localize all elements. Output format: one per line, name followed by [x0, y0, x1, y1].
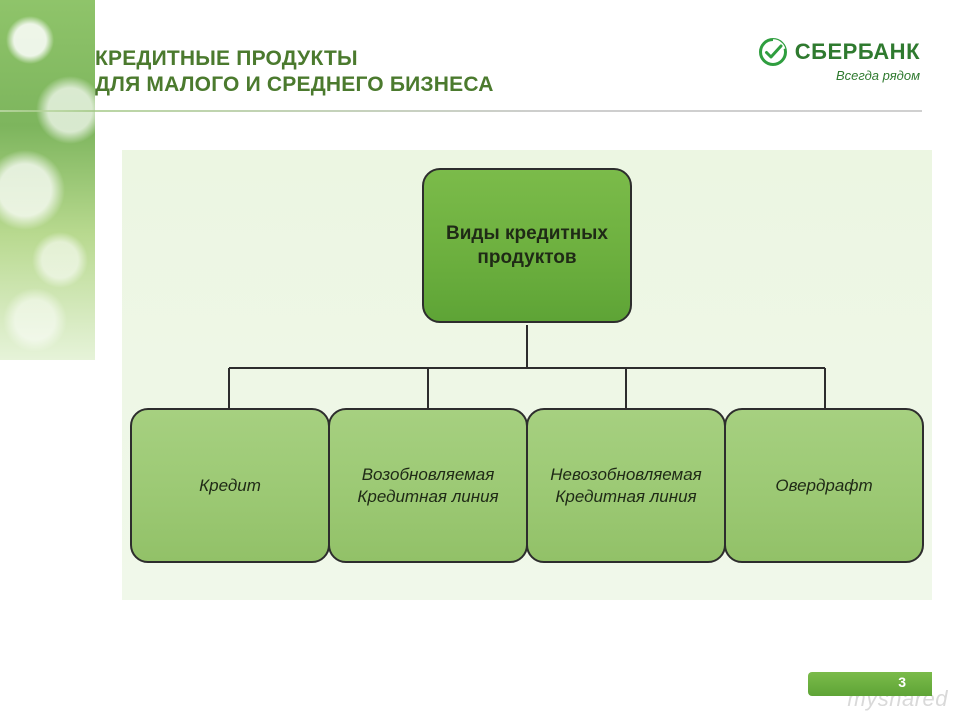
root-node-label: Виды кредитных продуктов — [440, 222, 614, 270]
child-label: Невозобновляемая Кредитная линия — [544, 464, 708, 507]
left-decor-strip — [0, 0, 95, 360]
child-node-nonrevolving-line: Невозобновляемая Кредитная линия — [526, 408, 726, 563]
page-number: 3 — [888, 672, 924, 692]
child-node-revolving-line: Возобновляемая Кредитная линия — [328, 408, 528, 563]
brand-logo: СБЕРБАНК Всегда рядом — [759, 38, 920, 83]
child-label: Кредит — [199, 475, 261, 496]
page-number-badge: 3 — [888, 672, 924, 692]
title-line-2: ДЛЯ МАЛОГО И СРЕДНЕГО БИЗНЕСА — [95, 73, 494, 96]
brand-tagline: Всегда рядом — [759, 68, 920, 83]
child-node-credit: Кредит — [130, 408, 330, 563]
child-label: Возобновляемая Кредитная линия — [346, 464, 510, 507]
children-row: Кредит Возобновляемая Кредитная линия Не… — [122, 408, 932, 563]
root-node: Виды кредитных продуктов — [422, 168, 632, 323]
child-node-overdraft: Овердрафт — [724, 408, 924, 563]
title-line-1: КРЕДИТНЫЕ ПРОДУКТЫ — [95, 47, 358, 70]
child-label: Овердрафт — [775, 475, 872, 496]
sberbank-icon — [759, 38, 787, 66]
diagram-stage: Виды кредитных продуктов Кредит Возобнов… — [122, 150, 932, 600]
header-divider — [0, 110, 922, 112]
brand-name: СБЕРБАНК — [795, 39, 920, 65]
